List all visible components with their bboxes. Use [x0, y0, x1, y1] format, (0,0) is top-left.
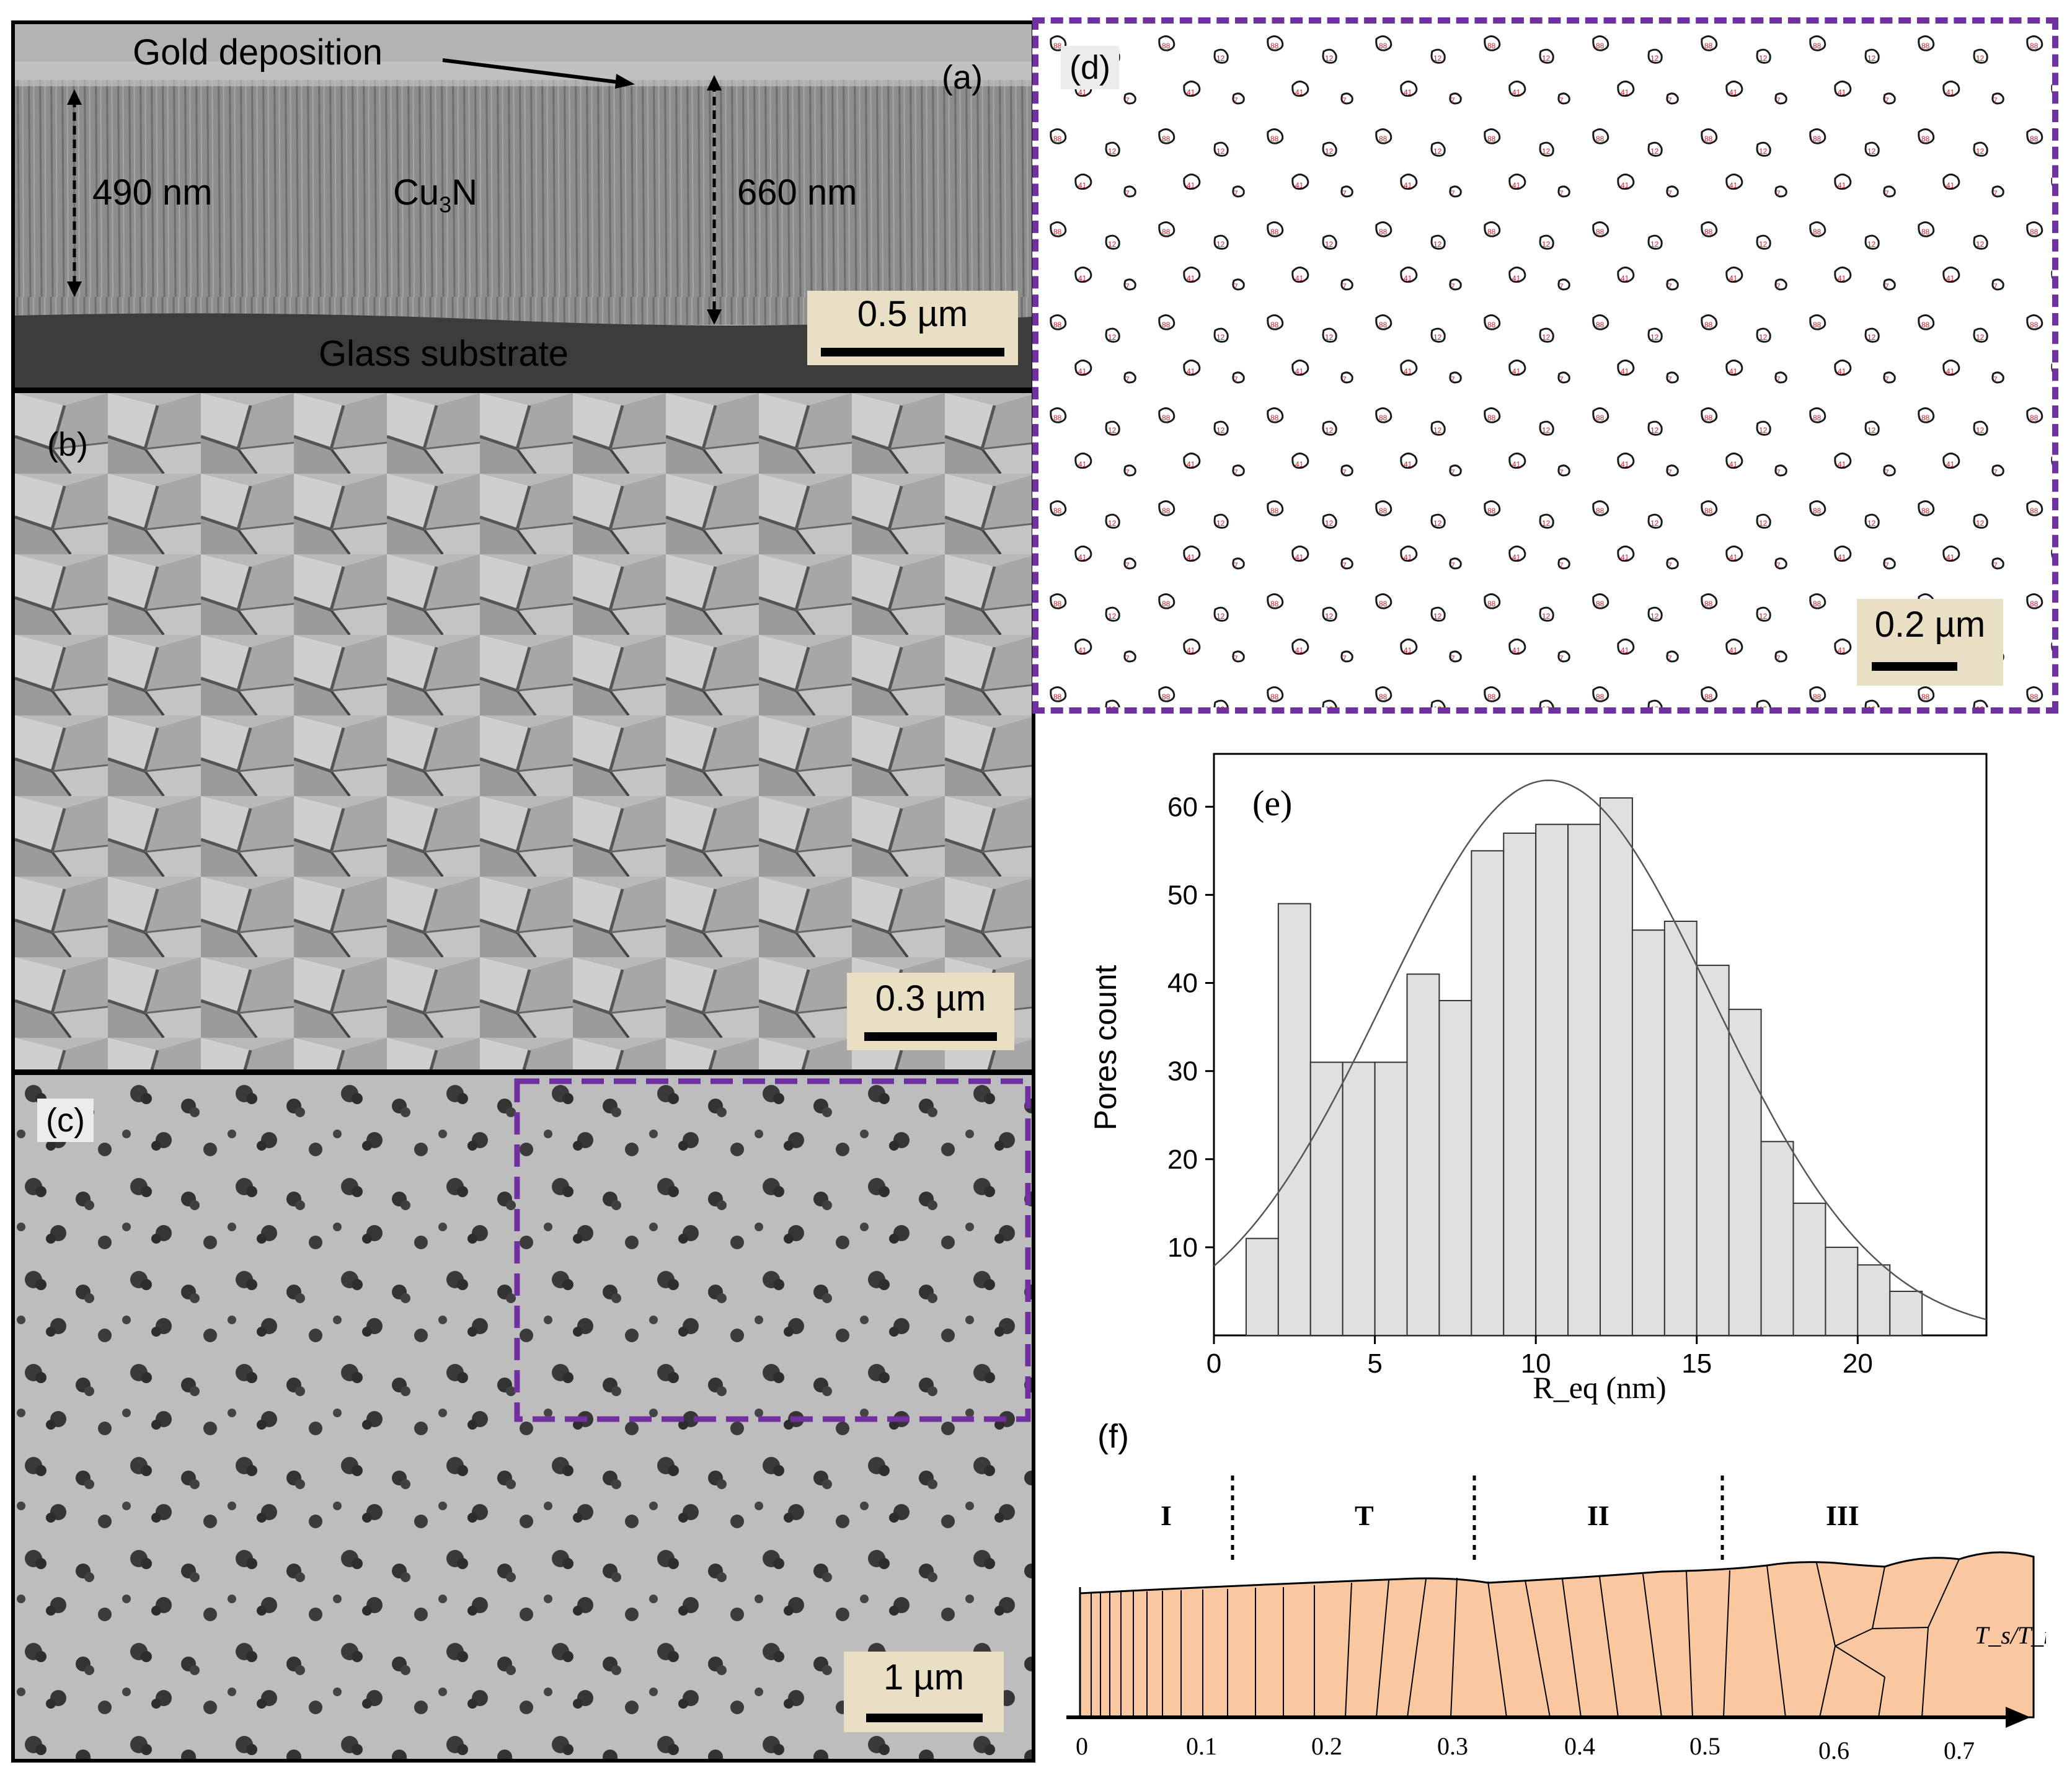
y-tick-label: 40: [1167, 968, 1198, 999]
ts-tm-tick-1: 0.1: [1186, 1732, 1217, 1760]
histogram-bar: [1471, 850, 1505, 1337]
gold-deposition-label: Gold deposition: [133, 32, 383, 73]
panel-a-scale-text: 0.5 µm: [857, 294, 968, 334]
film-formula-tail: N: [451, 172, 478, 213]
panel-c-scale-text: 1 µm: [883, 1657, 965, 1697]
gold-deposition-arrow: [67, 58, 722, 325]
panel-a-cross-section-image: [15, 24, 1032, 387]
histogram-bar: [1600, 797, 1633, 1336]
ts-tm-axis-label: T_s/T_m: [1975, 1621, 2046, 1649]
histogram-bar: [1309, 1061, 1344, 1336]
panel-d-scale-text: 0.2 µm: [1874, 604, 1986, 645]
histogram-bar: [1792, 1202, 1826, 1336]
zone-label-i: I: [1161, 1500, 1172, 1531]
histogram-bar: [1825, 1246, 1859, 1336]
histogram-bar: [1374, 1061, 1408, 1336]
x-axis-label-text: R_eq (nm): [1533, 1370, 1666, 1405]
x-tick-label: 10: [1521, 1348, 1551, 1379]
histogram-bar: [1696, 965, 1730, 1337]
ts-tm-tick-6: 0.6: [1818, 1737, 1849, 1764]
histogram-bar: [1567, 823, 1601, 1337]
panel-d-label: (d): [1061, 46, 1119, 89]
histogram-bar: [1503, 832, 1537, 1336]
panel-d-scale-bar: 0.2 µm: [1857, 599, 2003, 686]
panel-d-pore-outlines: 88 12 41 7: [1038, 24, 2052, 707]
panel-b-label: (b): [47, 426, 88, 463]
y-tick-label: 10: [1167, 1232, 1198, 1263]
film-formula-base: Cu: [393, 172, 440, 213]
ts-tm-tick-7: 0.7: [1944, 1737, 1975, 1764]
histogram-bar: [1631, 929, 1665, 1336]
ts-tm-tick-0: 0: [1076, 1732, 1088, 1760]
panel-c-scale-bar: 1 µm: [844, 1652, 1004, 1732]
panel-e-histogram: 0 5 10 15 20 10 20 30 40 50 60 (e) Pores count R_…: [1088, 753, 1988, 1405]
panel-b-scale-line: [864, 1032, 997, 1041]
panel-b-scale-bar: 0.3 µm: [847, 973, 1014, 1050]
histogram-bar: [1760, 1141, 1794, 1336]
x-tick-label: 20: [1843, 1348, 1873, 1379]
histogram-bar: [1728, 1009, 1762, 1337]
zone-columnar-lines: [1091, 1559, 1960, 1718]
panel-b-surface-image: [15, 393, 1032, 1069]
panel-a: (a) Gold deposition 490 nm Cu3N 660 nm G…: [11, 20, 1035, 391]
histogram-bar: [1406, 973, 1440, 1336]
histogram-bar: [1535, 823, 1569, 1337]
zone-structure-region: [1079, 1551, 2035, 1719]
substrate-label: Glass substrate: [319, 334, 569, 374]
x-axis-label: R_eq (nm): [1533, 1370, 1666, 1405]
histogram-bar: [1277, 903, 1311, 1336]
ts-tm-tick-2: 0.2: [1311, 1732, 1342, 1760]
ts-tm-tick-5: 0.5: [1689, 1732, 1720, 1760]
panel-c-label: (c): [37, 1099, 94, 1142]
histogram-bar: [1438, 999, 1472, 1336]
x-tick-label: 0: [1206, 1348, 1221, 1379]
histogram-bar: [1889, 1290, 1923, 1336]
zone-label-t: T: [1355, 1500, 1374, 1531]
y-axis-label: Pores count: [1088, 965, 1123, 1130]
thickness-left-label: 490 nm: [92, 172, 213, 213]
panel-c-scale-line: [866, 1714, 983, 1722]
panel-f-label: (f): [1097, 1418, 1129, 1455]
x-tick-label: 15: [1681, 1348, 1712, 1379]
panel-a-scale-line: [821, 348, 1004, 356]
panel-e-label: (e): [1252, 783, 1292, 823]
histogram-bar: [1663, 921, 1698, 1337]
panel-a-label: (a): [942, 59, 983, 96]
y-tick-label: 60: [1167, 792, 1198, 822]
panel-b-scale-text: 0.3 µm: [875, 978, 986, 1019]
ts-tm-tick-4: 0.4: [1564, 1732, 1595, 1760]
panel-b: (b) 0.3 µm: [11, 389, 1035, 1073]
histogram-bar: [1245, 1237, 1279, 1337]
film-material-label: Cu3N: [393, 172, 477, 218]
film-formula-subscript: 3: [439, 192, 452, 218]
histogram-bar: [1857, 1264, 1891, 1337]
thickness-right-label: 660 nm: [737, 172, 857, 213]
y-tick-label: 30: [1167, 1056, 1198, 1087]
zone-boundaries: [1231, 1476, 1724, 1564]
panel-a-scale-bar: 0.5 µm: [807, 291, 1018, 365]
panel-d-scale-line: [1872, 662, 1957, 671]
x-tick-label: 5: [1367, 1348, 1382, 1379]
panel-d: 88 12 41 7 (d) 0.2 µm: [1032, 17, 2058, 714]
ts-tm-axis-arrowhead: [2006, 1707, 2030, 1728]
panel-f-zone-model: (f) I T II III T_s/T_m 0 0.1 0.2 0.3: [1066, 1418, 2046, 1764]
zone-label-ii: II: [1587, 1500, 1609, 1531]
gaussian-fit-curve: [1213, 779, 1987, 1321]
histogram-bar: [1342, 1061, 1376, 1336]
y-tick-label: 20: [1167, 1144, 1198, 1175]
ts-tm-tick-3: 0.3: [1437, 1732, 1468, 1760]
panel-c-porosity-image: [15, 1075, 1032, 1759]
zone-label-iii: III: [1826, 1500, 1859, 1531]
y-tick-label: 50: [1167, 880, 1198, 910]
panel-c: (c) 1 µm: [11, 1071, 1035, 1763]
